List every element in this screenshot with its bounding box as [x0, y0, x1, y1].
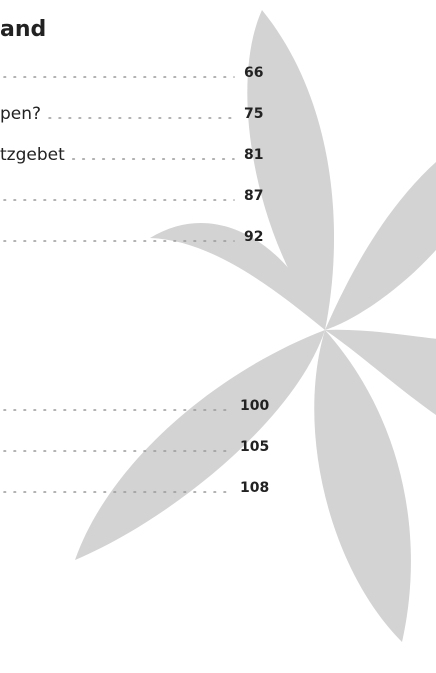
page-number: 81 — [244, 147, 263, 163]
flower-decoration — [75, 10, 436, 642]
page-number: 66 — [244, 65, 263, 81]
toc-page: and 66 pen? 75 tzgebet 81 87 92 100 105 108 — [0, 0, 436, 673]
page-number: 92 — [244, 229, 263, 245]
petal — [325, 150, 436, 330]
page-number: 108 — [240, 480, 269, 496]
page-number: 87 — [244, 188, 263, 204]
page-number: 100 — [240, 398, 269, 414]
page: {"heading": "and", "sections": [ {"entri… — [0, 0, 436, 673]
section-heading: and — [0, 17, 46, 42]
entry-title: pen? — [0, 104, 41, 124]
petal — [75, 330, 325, 560]
page-number: 75 — [244, 106, 263, 122]
entry-title: tzgebet — [0, 145, 65, 165]
page-number: 105 — [240, 439, 269, 455]
